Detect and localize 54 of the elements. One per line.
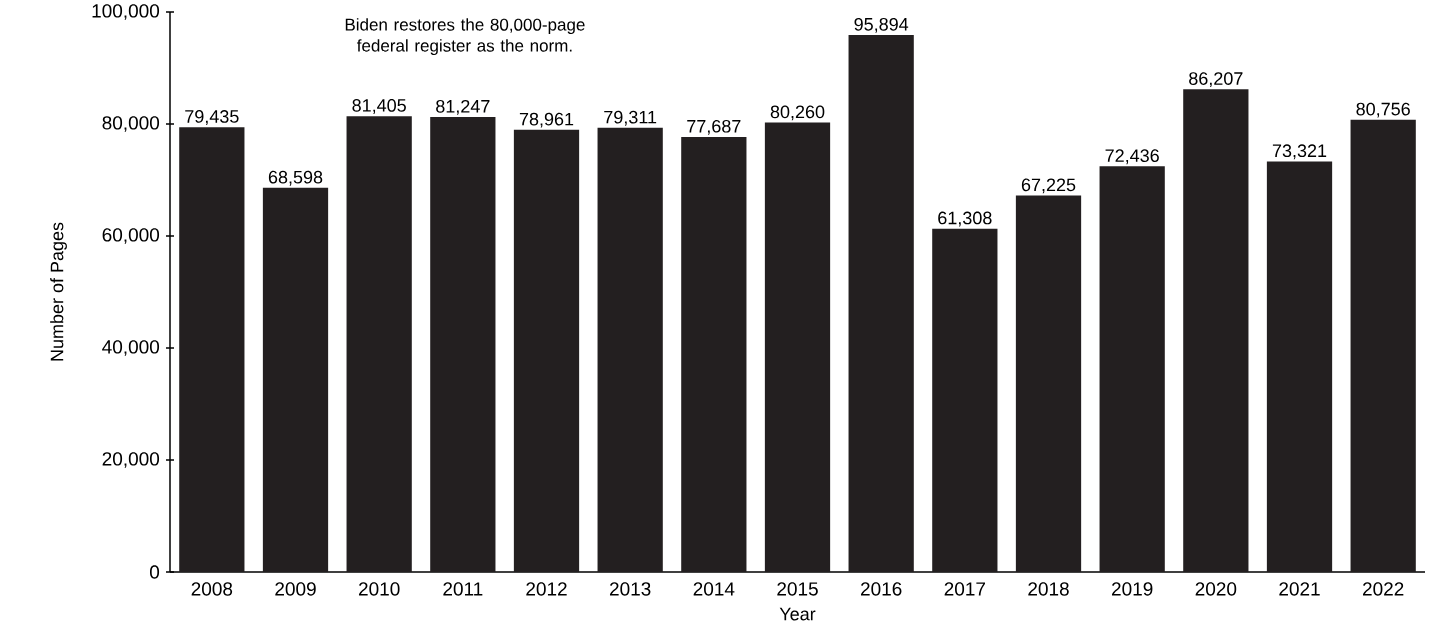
x-tick-label: 2019 <box>1111 582 1153 596</box>
x-tick-label: 2021 <box>1279 582 1320 596</box>
y-tick-label: 100,000 <box>92 4 160 20</box>
y-axis-title: Number of Pages <box>50 222 67 361</box>
x-axis-title: Year <box>779 607 816 621</box>
annotation: Biden restores the 80,000-page federal register as the norm. <box>345 18 585 56</box>
data-label: 81,247 <box>436 99 490 115</box>
x-tick-label: 2013 <box>609 582 651 596</box>
bar <box>1099 166 1165 572</box>
data-label: 86,207 <box>1189 72 1243 88</box>
x-tick-label: 2020 <box>1195 582 1237 596</box>
data-label: 68,598 <box>268 170 323 186</box>
data-label: 67,225 <box>1021 178 1076 194</box>
bar <box>513 129 580 572</box>
data-label: 80,756 <box>1356 102 1410 118</box>
data-label: 72,436 <box>1105 149 1159 165</box>
data-label: 77,687 <box>687 119 741 135</box>
data-label: 79,435 <box>185 110 239 125</box>
bar <box>430 117 496 572</box>
x-tick-label: 2010 <box>358 582 400 596</box>
data-label: 78,961 <box>519 112 574 128</box>
y-tick-label: 60,000 <box>102 228 160 244</box>
x-tick-label: 2008 <box>191 582 233 596</box>
bar <box>1183 89 1249 572</box>
bar <box>346 116 412 572</box>
data-label: 61,308 <box>938 211 992 227</box>
bar <box>597 127 663 572</box>
data-label: 73,321 <box>1272 144 1327 160</box>
bar <box>932 228 998 572</box>
y-tick-label: 20,000 <box>102 452 160 468</box>
bar <box>848 34 914 572</box>
x-tick-label: 2014 <box>693 582 735 596</box>
y-tick-label: 0 <box>149 565 160 579</box>
bar <box>262 187 329 572</box>
x-tick-label: 2017 <box>944 582 986 596</box>
x-tick-label: 2018 <box>1028 582 1069 596</box>
x-tick-label: 2016 <box>860 582 902 596</box>
bar <box>1350 119 1416 572</box>
data-label: 80,260 <box>770 105 825 121</box>
data-label: 79,311 <box>604 110 657 126</box>
bar <box>764 122 831 572</box>
y-tick-label: 40,000 <box>102 340 160 356</box>
bar <box>1015 195 1082 572</box>
data-label: 95,894 <box>854 17 909 33</box>
bar <box>179 127 245 572</box>
x-tick-label: 2012 <box>526 582 567 596</box>
bar <box>1266 161 1333 572</box>
y-tick-label: 80,000 <box>102 116 160 132</box>
data-label: 81,405 <box>352 99 406 114</box>
x-tick-label: 2009 <box>275 582 316 596</box>
bar <box>681 136 747 572</box>
x-tick-label: 2022 <box>1362 582 1404 596</box>
x-tick-label: 2011 <box>443 582 483 596</box>
x-tick-label: 2015 <box>777 582 818 596</box>
